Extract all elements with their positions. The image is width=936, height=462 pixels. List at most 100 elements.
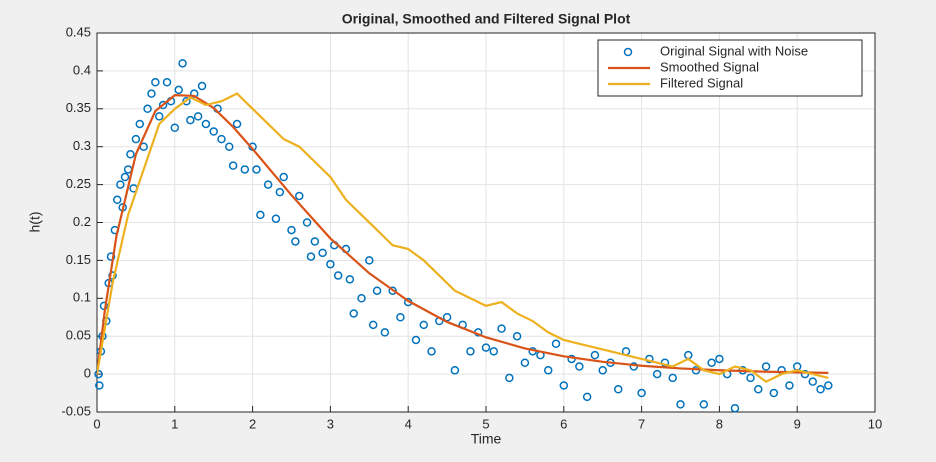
y-tick-label: 0.25 [66, 176, 91, 191]
data-point [785, 381, 794, 390]
data-point [120, 172, 130, 182]
data-point [427, 347, 436, 356]
data-point [310, 237, 320, 246]
legend-marker [623, 47, 633, 57]
data-point [349, 309, 358, 318]
data-point [699, 400, 709, 409]
data-point [730, 403, 740, 413]
data-point [162, 78, 172, 87]
data-point [816, 385, 825, 394]
data-point [232, 119, 242, 129]
y-tick-label: 0.15 [66, 252, 91, 267]
y-tick-label: 0.2 [73, 214, 91, 229]
data-point [559, 381, 569, 390]
y-tick-label: 0.35 [66, 100, 91, 115]
data-point [590, 350, 600, 360]
data-point [707, 358, 716, 367]
data-point [668, 373, 677, 383]
x-tick-label: 0 [93, 416, 100, 431]
data-point [318, 248, 327, 258]
legend-label: Original Signal with Noise [660, 43, 808, 58]
data-point [676, 400, 685, 409]
data-point [131, 134, 141, 144]
data-point [228, 161, 238, 170]
legend-label: Filtered Signal [660, 75, 743, 90]
x-tick-label: 10 [868, 416, 882, 431]
legend-label: Smoothed Signal [660, 59, 759, 74]
data-point [368, 320, 378, 330]
data-point [551, 339, 561, 349]
data-point [178, 59, 187, 68]
x-tick-label: 7 [638, 416, 645, 431]
data-point [345, 275, 355, 284]
data-point [95, 381, 104, 390]
data-point [287, 225, 296, 235]
data-point [769, 388, 779, 398]
data-point [543, 366, 553, 375]
data-point [372, 286, 382, 295]
y-tick-label: 0.45 [66, 24, 91, 39]
x-tick-label: 3 [327, 416, 334, 431]
y-axis-label: h(t) [27, 212, 43, 233]
data-point [263, 180, 273, 189]
data-point [275, 187, 285, 197]
x-tick-label: 9 [794, 416, 801, 431]
data-point [154, 112, 164, 121]
data-point [126, 150, 135, 159]
data-point [158, 100, 168, 110]
data-point [201, 119, 211, 129]
x-tick-label: 8 [716, 416, 723, 431]
data-point [481, 343, 491, 352]
data-point [808, 377, 818, 386]
data-point [419, 320, 429, 330]
data-point [512, 331, 522, 341]
data-point [652, 369, 662, 379]
data-point [380, 328, 390, 337]
y-tick-label: 0.05 [66, 328, 91, 343]
data-point [746, 373, 755, 383]
data-point [182, 96, 191, 106]
data-point [637, 388, 646, 398]
data-point [396, 313, 405, 322]
data-point [295, 191, 304, 201]
data-point [629, 362, 639, 371]
data-point [302, 218, 312, 227]
series-line [97, 94, 829, 375]
data-point [520, 358, 530, 367]
data-point [271, 214, 281, 223]
data-point [116, 180, 125, 189]
axes-box [96, 32, 876, 413]
x-tick-label: 2 [249, 416, 256, 431]
y-tick-label: 0.3 [73, 138, 91, 153]
data-point [143, 104, 152, 114]
data-point [411, 335, 421, 345]
data-point [209, 127, 218, 136]
data-point [170, 123, 180, 132]
data-point [466, 347, 475, 356]
data-point [598, 366, 607, 375]
data-point [151, 78, 160, 87]
data-point [824, 381, 833, 390]
x-tick-label: 6 [560, 416, 567, 431]
data-point [279, 172, 288, 182]
data-point [497, 324, 506, 333]
data-point [614, 385, 623, 394]
data-point [225, 142, 234, 151]
data-point [240, 165, 250, 174]
data-point [761, 362, 771, 371]
data-point [582, 392, 592, 402]
x-tick-label: 4 [405, 416, 412, 431]
data-point [306, 252, 316, 261]
y-tick-label: 0 [84, 366, 91, 381]
y-tick-label: 0.4 [73, 62, 91, 77]
data-point [193, 112, 203, 121]
chart-title: Original, Smoothed and Filtered Signal P… [342, 11, 631, 27]
data-point [575, 362, 584, 371]
data-point [388, 286, 397, 295]
data-point [197, 81, 207, 91]
data-point [291, 237, 300, 246]
data-point [333, 271, 343, 280]
y-tick-label: -0.05 [61, 403, 91, 418]
data-point [135, 119, 145, 129]
data-point [252, 165, 261, 174]
